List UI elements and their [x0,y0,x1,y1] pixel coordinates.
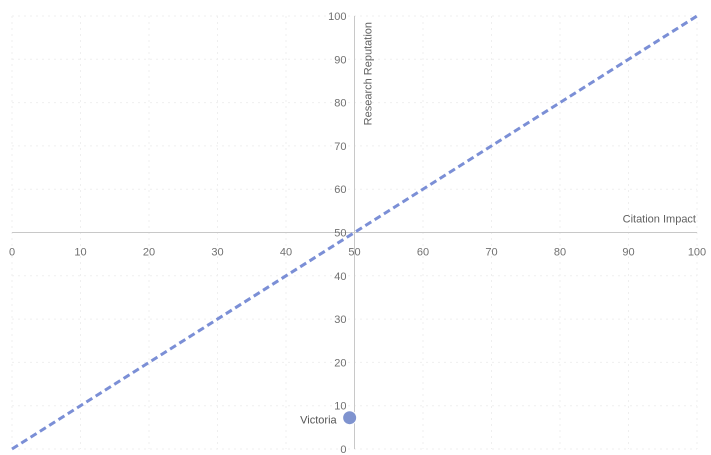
y-tick-label: 70 [334,141,346,153]
x-tick-label: 100 [688,247,706,259]
x-tick-label: 40 [280,247,292,259]
data-point-label: Victoria [300,415,337,427]
y-tick-labels: 0 10 20 30 40 50 60 70 80 90 100 [328,11,346,455]
x-tick-label: 10 [74,247,86,259]
y-tick-label: 40 [334,271,346,283]
y-tick-label: 90 [334,54,346,66]
x-tick-label: 60 [417,247,429,259]
x-tick-labels: 0 10 20 30 40 50 60 70 80 90 100 [9,247,706,259]
x-tick-label: 30 [211,247,223,259]
x-tick-label: 70 [485,247,497,259]
x-tick-label: 50 [348,247,360,259]
y-tick-label: 50 [334,228,346,240]
reference-diagonal-line [11,14,698,451]
y-tick-label: 20 [334,357,346,369]
x-tick-label: 90 [622,247,634,259]
data-points: Victoria [300,410,358,427]
y-tick-label: 10 [334,401,346,413]
x-tick-label: 0 [9,247,15,259]
y-tick-label: 100 [328,11,346,23]
x-axis-label: Citation Impact [623,214,696,226]
y-tick-label: 30 [334,314,346,326]
y-axis-label: Research Reputation [363,22,375,125]
data-point [342,410,358,426]
y-tick-label: 80 [334,98,346,110]
x-tick-label: 20 [143,247,155,259]
x-tick-label: 80 [554,247,566,259]
y-tick-label: 60 [334,184,346,196]
y-tick-label: 0 [340,444,346,455]
